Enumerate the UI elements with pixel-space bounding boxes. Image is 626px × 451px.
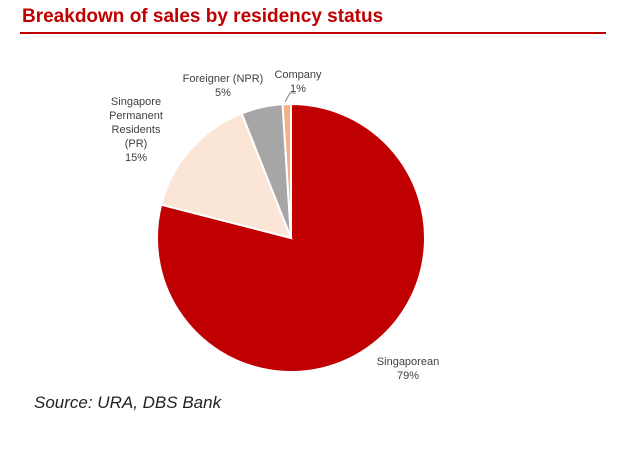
pie-slice [159, 112, 293, 240]
value-label: 5% [215, 87, 231, 99]
value-label: 79% [396, 370, 420, 382]
value-label: 1% [290, 83, 306, 95]
title-rule [20, 32, 606, 34]
chart-title: Breakdown of sales by residency status [22, 6, 384, 27]
slice-label: Company 1% [272, 68, 324, 96]
category-label: Company [274, 69, 322, 81]
category-label: Singapore Permanent Residents (PR) [109, 96, 163, 150]
slice-label: Singapore Permanent Residents (PR) 15% [100, 95, 172, 165]
category-label: Foreigner (NPR) [182, 73, 264, 85]
slice-label: Singaporean 79% [368, 355, 448, 383]
category-label: Singaporean [376, 356, 440, 368]
pie-slice [281, 102, 292, 239]
slice-label: Foreigner (NPR) 5% [178, 72, 268, 100]
value-label: 15% [124, 152, 148, 164]
leader-line [284, 92, 296, 103]
source: Source: URA, DBS Bank [34, 393, 222, 412]
